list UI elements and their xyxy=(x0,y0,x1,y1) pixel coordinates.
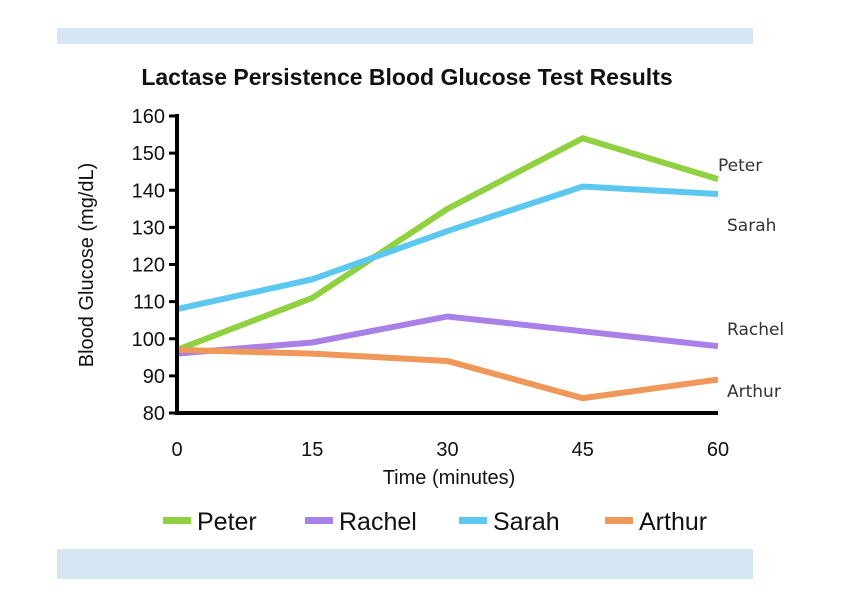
x-tick-label: 0 xyxy=(171,439,182,461)
y-tick-label: 80 xyxy=(143,403,165,425)
series-line-sarah xyxy=(176,183,719,312)
y-tick-label: 160 xyxy=(132,106,165,128)
x-axis-label: Time (minutes) xyxy=(383,467,516,489)
y-tick-label: 100 xyxy=(132,329,165,351)
end-label-arthur: Arthur xyxy=(727,382,781,402)
bottom-decorative-band xyxy=(57,549,753,579)
y-tick-label: 140 xyxy=(132,180,165,202)
legend-swatch-arthur xyxy=(605,517,633,524)
y-tick-label: 150 xyxy=(132,143,165,165)
y-tick-label: 90 xyxy=(143,366,165,388)
legend-label-sarah: Sarah xyxy=(493,508,560,536)
series-line-peter xyxy=(175,135,719,353)
end-label-sarah: Sarah xyxy=(727,216,776,236)
y-tick-label: 130 xyxy=(132,217,165,239)
x-tick-label: 15 xyxy=(301,439,323,461)
legend-swatch-peter xyxy=(163,517,191,524)
legend-label-peter: Peter xyxy=(197,508,257,536)
x-tick-label: 45 xyxy=(572,439,594,461)
y-axis-label: Blood Glucose (mg/dL) xyxy=(76,163,98,368)
legend-label-rachel: Rachel xyxy=(339,508,417,536)
series-line-arthur xyxy=(176,346,719,402)
end-label-peter: Peter xyxy=(718,156,762,176)
chart-title: Lactase Persistence Blood Glucose Test R… xyxy=(141,64,672,90)
series-line-rachel xyxy=(176,313,719,357)
top-decorative-band xyxy=(57,28,753,44)
x-tick-label: 30 xyxy=(436,439,458,461)
legend-swatch-rachel xyxy=(305,517,333,524)
y-tick-label: 110 xyxy=(133,292,165,314)
y-tick-label: 120 xyxy=(132,255,165,277)
legend-swatch-sarah xyxy=(459,517,487,524)
end-label-rachel: Rachel xyxy=(727,320,784,340)
x-tick-label: 60 xyxy=(707,439,729,461)
legend-label-arthur: Arthur xyxy=(639,508,707,536)
